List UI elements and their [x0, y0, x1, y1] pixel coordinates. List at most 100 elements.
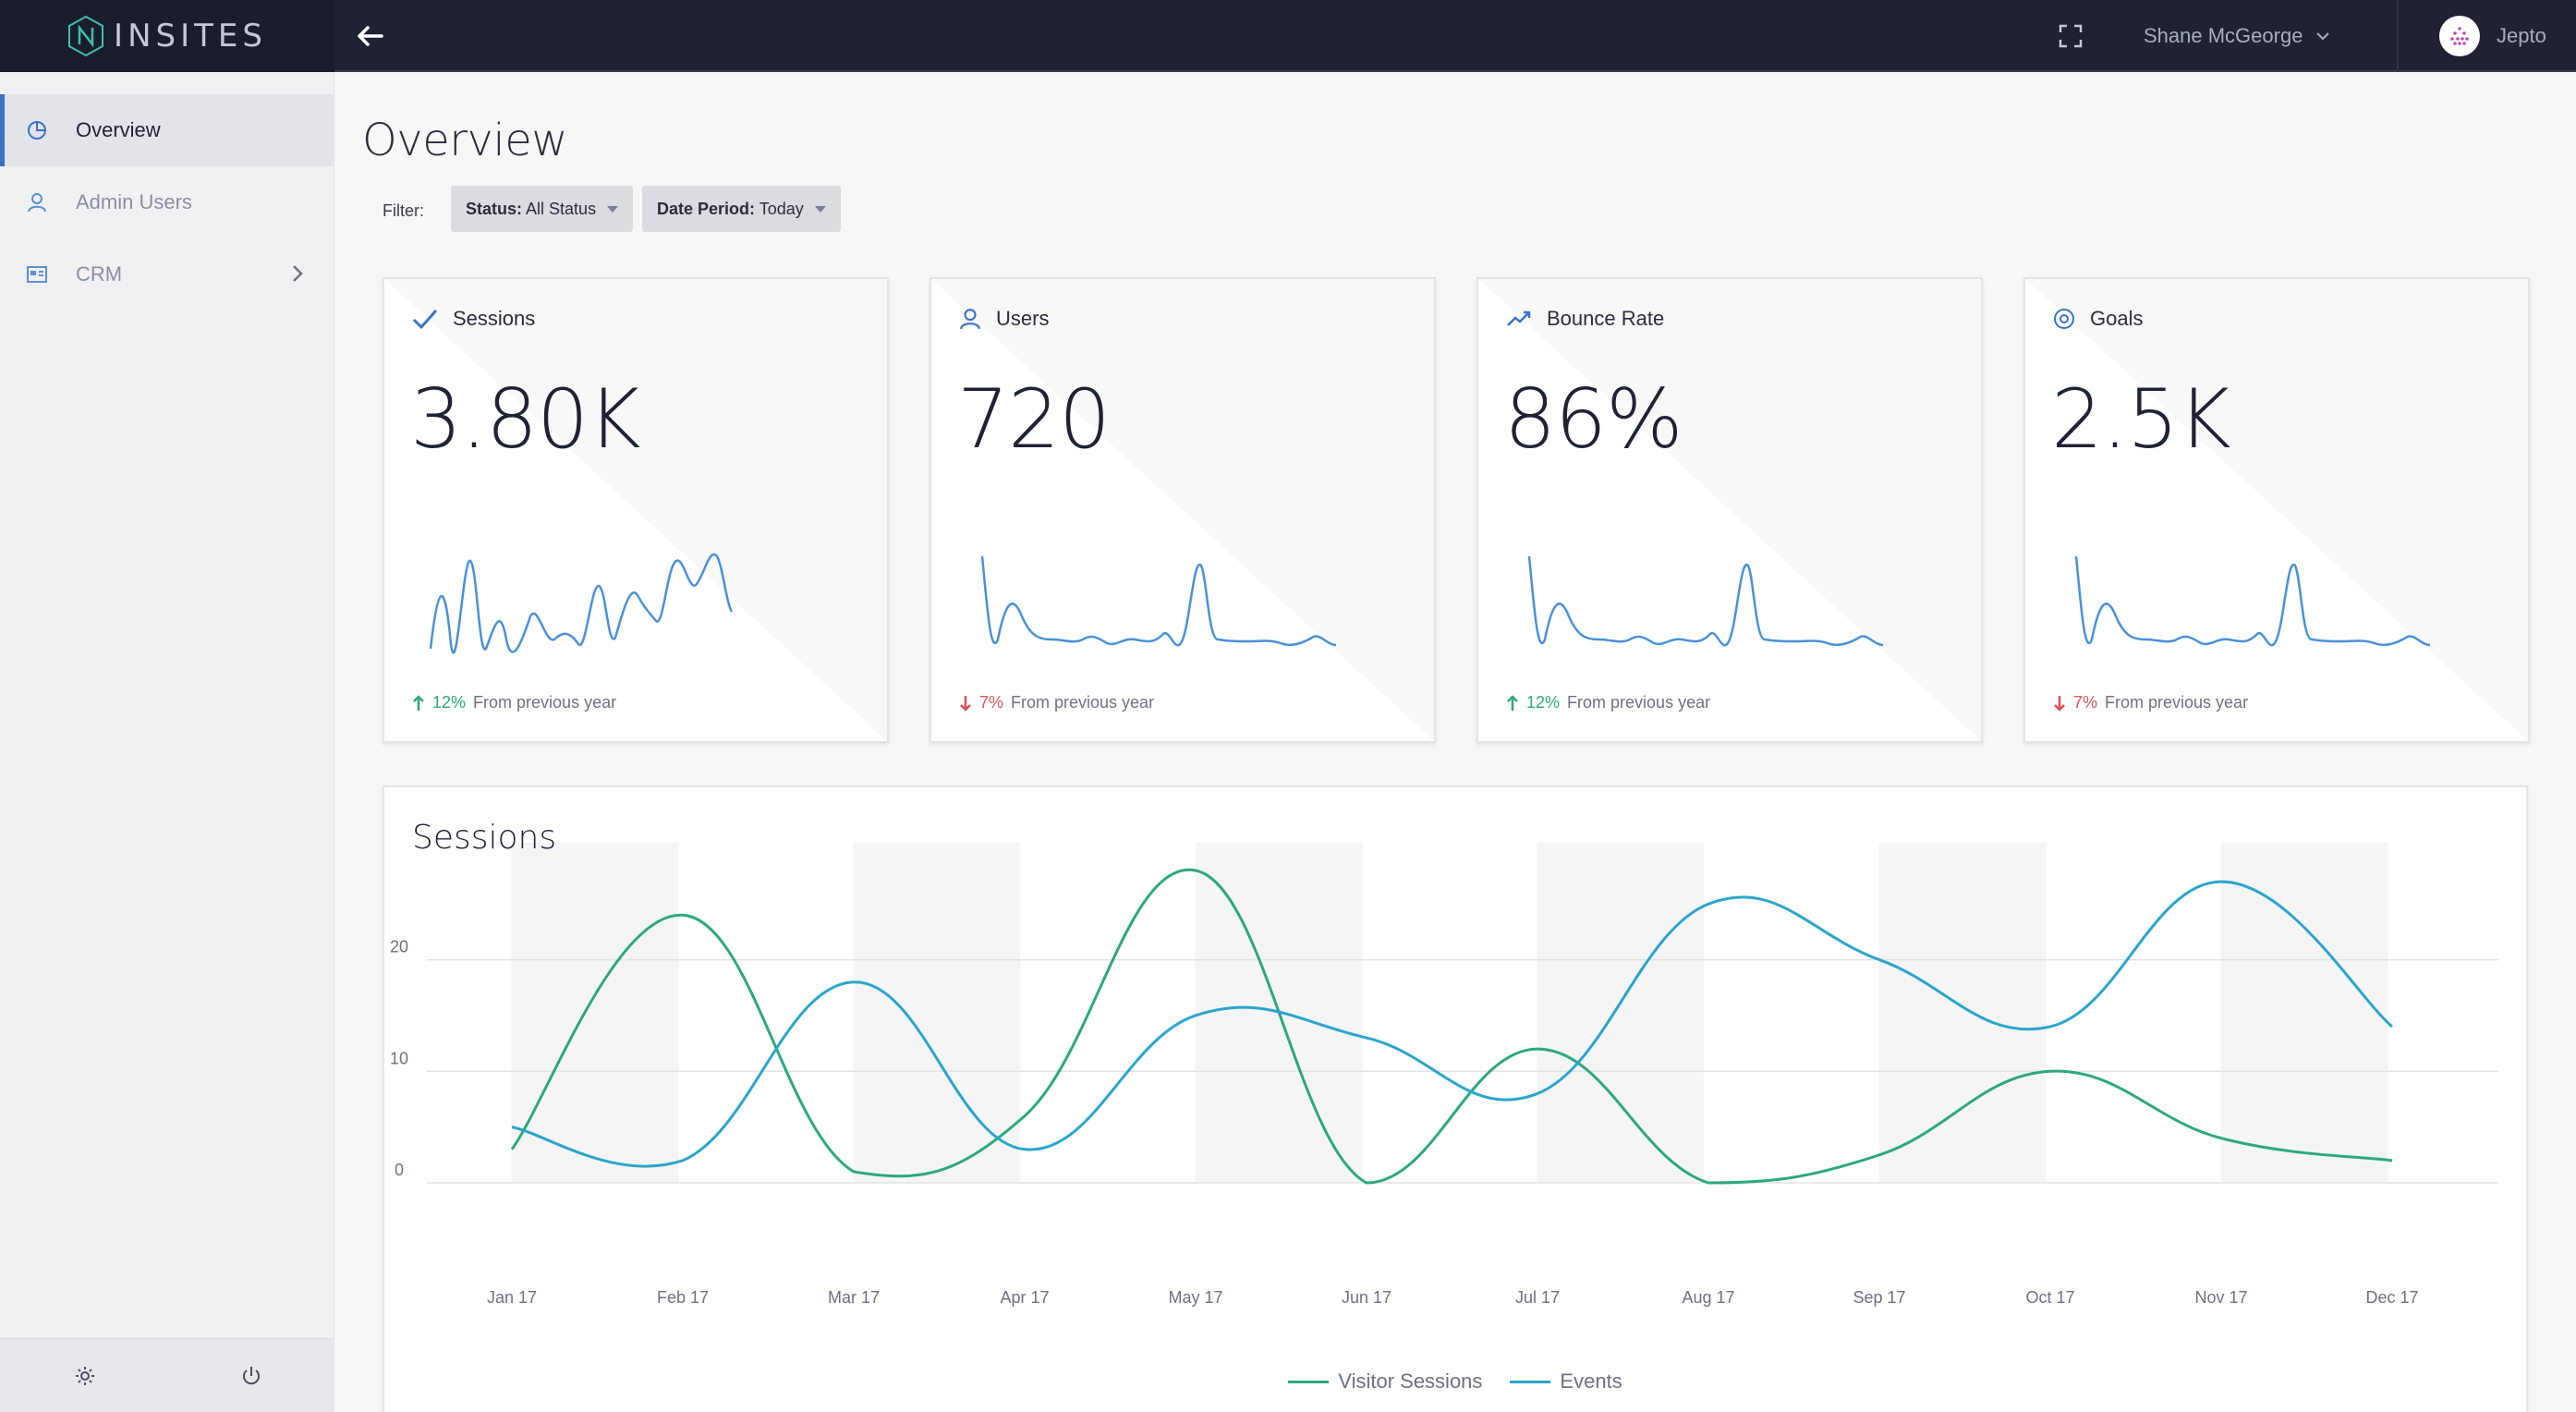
target-icon [2054, 309, 2074, 329]
x-tick-label: Jan 17 [487, 1288, 537, 1307]
sparkline [2074, 555, 2431, 647]
card-value: 2.5K [2051, 371, 2231, 467]
x-tick-label: Jun 17 [1342, 1288, 1391, 1307]
sidebar-item-label: Overview [76, 118, 161, 141]
org-switcher[interactable]: Jepto [2439, 0, 2546, 72]
legend-swatch [1288, 1380, 1330, 1383]
arrow-up-icon [1507, 694, 1518, 711]
user-menu[interactable]: Shane McGeorge [2144, 0, 2330, 72]
topbar-divider [2397, 0, 2399, 72]
date-period-filter-key: Date Period: [657, 199, 756, 218]
org-name: Jepto [2497, 24, 2546, 47]
x-tick-label: Jul 17 [1515, 1288, 1560, 1307]
card-value: 3.80K [410, 371, 641, 467]
sparkline [1527, 555, 1884, 647]
card-change: 12% [432, 693, 467, 712]
power-icon [243, 1367, 260, 1385]
chevron-down-icon [2316, 32, 2330, 41]
card-header: Bounce Rate [1506, 307, 1664, 331]
stat-card-sessions: Sessions 3.80K 12% From previous year [383, 277, 889, 743]
check-icon [412, 310, 438, 330]
x-tick-label: Apr 17 [1000, 1288, 1049, 1307]
card-title: Goals [2090, 307, 2144, 330]
gear-icon [76, 1367, 94, 1385]
sidebar-footer [0, 1338, 334, 1412]
back-button[interactable] [347, 14, 392, 58]
date-period-filter-value: Today [759, 199, 804, 218]
x-tick-label: Oct 17 [2025, 1288, 2074, 1307]
x-tick-label: Sep 17 [1853, 1288, 1905, 1307]
caret-down-icon [607, 205, 619, 213]
filter-label: Filter: [383, 201, 424, 220]
arrow-up-icon [413, 694, 424, 711]
card-value: 720 [957, 371, 1111, 467]
x-tick-label: Feb 17 [657, 1288, 709, 1307]
sidebar-item-overview[interactable]: Overview [0, 94, 334, 166]
user-icon [960, 309, 980, 330]
column-band [1878, 843, 2047, 1183]
caret-down-icon [814, 205, 826, 213]
card-shade [2025, 279, 2528, 741]
stat-card-users: Users 720 7% From previous year [930, 277, 1436, 743]
sidebar-item-crm[interactable]: CRM [0, 238, 334, 310]
trend-icon [1507, 310, 1531, 326]
card-title: Bounce Rate [1547, 307, 1665, 330]
user-name: Shane McGeorge [2144, 24, 2303, 47]
stat-card-goals: Goals 2.5K 7% From previous year [2023, 277, 2530, 743]
fullscreen-button[interactable] [2051, 17, 2090, 55]
status-filter-text: Status: All Status [466, 200, 596, 219]
chart-legend: Visitor Sessions Events [384, 1369, 2526, 1394]
sidebar-item-admin-users[interactable]: Admin Users [0, 166, 334, 238]
y-tick-label: 20 [390, 938, 408, 956]
card-note: From previous year [1011, 693, 1155, 712]
card-header: Sessions [412, 307, 535, 331]
page-title: Overview [362, 115, 567, 166]
column-band [1537, 843, 1705, 1183]
y-tick-label: 0 [395, 1161, 404, 1179]
arrow-down-icon [960, 695, 971, 712]
id-card-icon [26, 263, 48, 286]
sidebar: Overview Admin Users CRM [0, 72, 334, 1412]
legend-label: Visitor Sessions [1338, 1369, 1483, 1393]
sidebar-item-label: CRM [76, 262, 123, 286]
expand-icon [2059, 24, 2083, 48]
legend-item-events[interactable]: Events [1510, 1369, 1622, 1394]
org-avatar [2439, 16, 2480, 56]
logout-button[interactable] [235, 1359, 268, 1393]
x-tick-label: Nov 17 [2194, 1288, 2247, 1307]
card-footer: 12% From previous year [1506, 693, 1710, 712]
sessions-chart-card: 0 10 20 Jan 17 Feb 17 Mar 17 Apr 17 May 17 Jun 1… [383, 785, 2528, 1412]
date-period-filter-text: Date Period: Today [657, 200, 804, 219]
x-tick-label: May 17 [1168, 1288, 1222, 1307]
series-line-visitor-sessions [510, 869, 2393, 1185]
card-footer: 7% From previous year [2053, 693, 2248, 712]
logo-text: INSITES [114, 18, 267, 55]
settings-button[interactable] [68, 1359, 102, 1393]
arrow-down-icon [2054, 695, 2065, 712]
legend-item-visitor-sessions[interactable]: Visitor Sessions [1288, 1369, 1482, 1394]
sidebar-item-label: Admin Users [76, 190, 192, 213]
card-note: From previous year [1567, 693, 1711, 712]
x-tick-label: Mar 17 [828, 1288, 880, 1307]
top-bar: INSITES Shane McGeorge Jepto [0, 0, 2576, 72]
card-header: Goals [2053, 307, 2143, 331]
logo-mark-icon [68, 15, 104, 57]
card-change: 7% [979, 693, 1004, 712]
chart-title: Sessions [412, 819, 557, 857]
date-period-filter-dropdown[interactable]: Date Period: Today [642, 186, 841, 232]
column-band [853, 843, 1021, 1183]
stat-card-bounce-rate: Bounce Rate 86% 12% From previous year [1476, 277, 1983, 743]
card-change: 7% [2073, 693, 2098, 712]
logo[interactable]: INSITES [0, 0, 334, 72]
chevron-right-icon [293, 265, 303, 282]
arrow-left-icon [358, 26, 383, 46]
status-filter-value: All Status [526, 199, 597, 218]
card-title: Users [996, 307, 1050, 330]
card-shade [1478, 279, 1981, 741]
y-tick-label: 10 [390, 1049, 408, 1067]
org-logo-icon [2450, 27, 2469, 45]
card-note: From previous year [473, 693, 617, 712]
sparkline [429, 553, 734, 654]
x-tick-label: Dec 17 [2365, 1288, 2418, 1307]
status-filter-dropdown[interactable]: Status: All Status [451, 186, 634, 232]
